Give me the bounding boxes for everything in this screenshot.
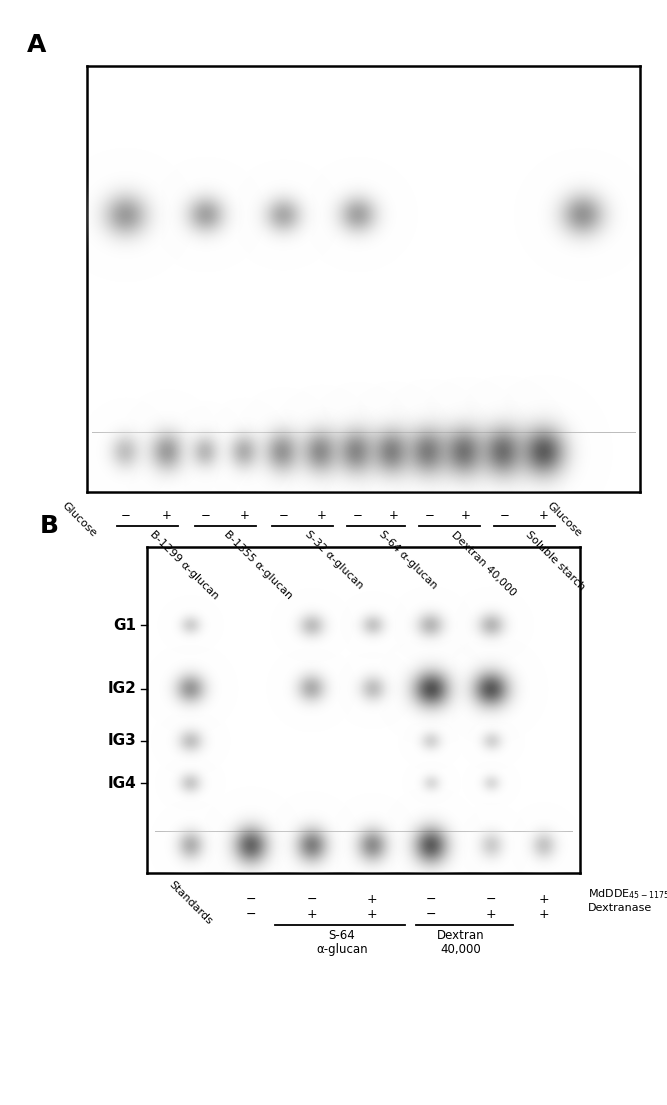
Text: −: − (486, 893, 497, 906)
Text: −: − (500, 509, 510, 523)
Text: IG3: IG3 (108, 734, 137, 748)
Text: −: − (121, 509, 131, 523)
Text: Glucose: Glucose (546, 501, 584, 539)
Text: −: − (278, 509, 288, 523)
Text: Glucose: Glucose (60, 501, 99, 539)
Text: −: − (245, 893, 256, 906)
Text: S-64 α-glucan: S-64 α-glucan (378, 529, 440, 591)
Text: −: − (426, 893, 436, 906)
Text: +: + (538, 509, 548, 523)
Text: +: + (239, 509, 249, 523)
Text: +: + (367, 908, 378, 922)
Text: Dextran: Dextran (438, 929, 485, 943)
Text: +: + (389, 509, 399, 523)
Text: −: − (426, 908, 436, 922)
Text: −: − (353, 509, 363, 523)
Text: α-glucan: α-glucan (316, 943, 368, 956)
Text: +: + (162, 509, 172, 523)
Text: −: − (306, 893, 317, 906)
Text: Soluble starch: Soluble starch (524, 529, 587, 592)
Text: Dextran 40,000: Dextran 40,000 (450, 529, 518, 598)
Text: 40,000: 40,000 (441, 943, 482, 956)
Text: +: + (306, 908, 317, 922)
Text: Standards: Standards (167, 880, 213, 927)
Text: B-1355 α-glucan: B-1355 α-glucan (222, 529, 294, 601)
Text: Dextranase: Dextranase (588, 903, 652, 913)
Text: −: − (425, 509, 435, 523)
Text: +: + (367, 893, 378, 906)
Text: MdDDE$_{45-1175}$: MdDDE$_{45-1175}$ (588, 887, 667, 901)
Text: IG4: IG4 (108, 776, 137, 791)
Text: S-64: S-64 (328, 929, 356, 943)
Text: −: − (245, 908, 256, 922)
Text: +: + (461, 509, 471, 523)
Text: +: + (317, 509, 327, 523)
Text: S-32 α-glucan: S-32 α-glucan (303, 529, 365, 591)
Text: −: − (201, 509, 211, 523)
Text: A: A (27, 33, 46, 57)
Text: B: B (40, 514, 59, 538)
Text: +: + (486, 908, 497, 922)
Text: IG2: IG2 (108, 682, 137, 696)
Text: G1: G1 (114, 618, 137, 633)
Text: +: + (538, 893, 549, 906)
Text: +: + (538, 908, 549, 922)
Text: B-1299 α-glucan: B-1299 α-glucan (147, 529, 220, 602)
